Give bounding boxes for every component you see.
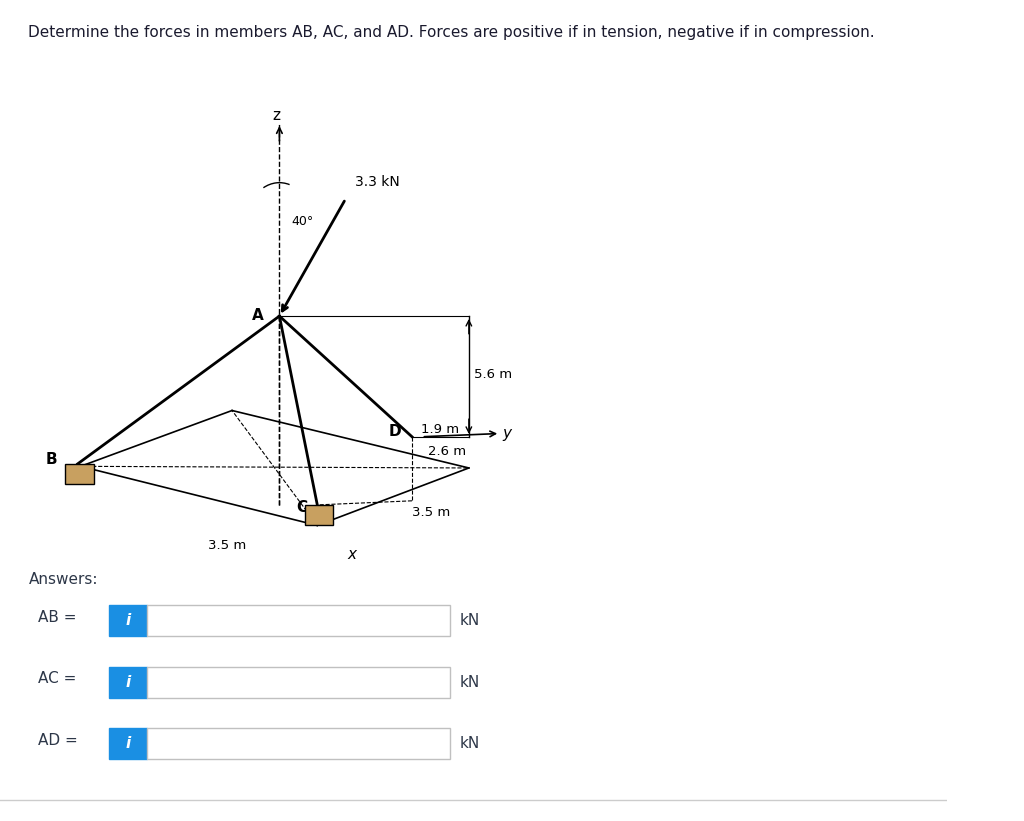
FancyBboxPatch shape [146, 728, 450, 759]
Text: Answers:: Answers: [29, 572, 98, 587]
Text: D: D [389, 424, 401, 438]
Text: 3.5 m: 3.5 m [208, 539, 247, 553]
Text: 2.6 m: 2.6 m [428, 445, 466, 458]
Text: AC =: AC = [38, 672, 76, 686]
Text: 1.9 m: 1.9 m [421, 423, 459, 436]
FancyBboxPatch shape [146, 605, 450, 636]
Text: y: y [502, 426, 511, 441]
Text: i: i [125, 736, 130, 751]
FancyBboxPatch shape [109, 605, 146, 636]
Text: C: C [297, 500, 308, 515]
Text: i: i [125, 613, 130, 628]
Text: 3.3 kN: 3.3 kN [355, 175, 400, 189]
FancyBboxPatch shape [146, 667, 450, 698]
Text: AB =: AB = [38, 610, 77, 625]
Text: kN: kN [460, 613, 479, 628]
Text: Determine the forces in members AB, AC, and AD. Forces are positive if in tensio: Determine the forces in members AB, AC, … [29, 25, 876, 39]
Text: B: B [45, 452, 56, 467]
Text: 5.6 m: 5.6 m [473, 368, 512, 381]
Text: AD =: AD = [38, 733, 78, 748]
Text: kN: kN [460, 736, 479, 751]
Text: A: A [252, 308, 263, 323]
Text: kN: kN [460, 675, 479, 690]
Text: 40°: 40° [292, 215, 314, 228]
Text: x: x [348, 547, 356, 562]
Text: 3.5 m: 3.5 m [412, 506, 451, 519]
FancyBboxPatch shape [305, 505, 334, 525]
Text: i: i [125, 675, 130, 690]
FancyBboxPatch shape [66, 464, 94, 484]
FancyBboxPatch shape [109, 667, 146, 698]
FancyBboxPatch shape [109, 728, 146, 759]
Text: z: z [272, 108, 281, 123]
